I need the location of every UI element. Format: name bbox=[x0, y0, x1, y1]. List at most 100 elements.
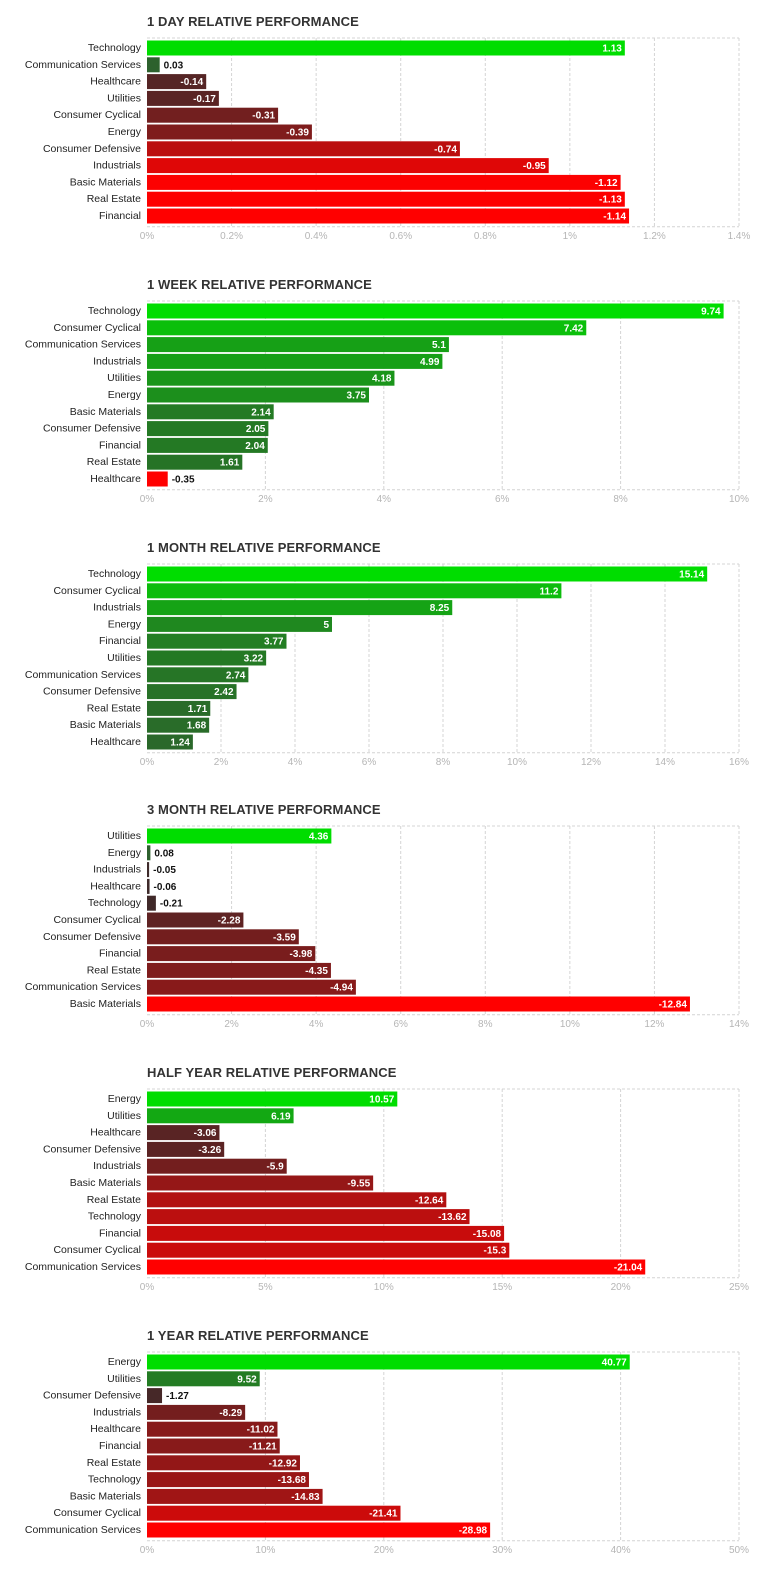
bar[interactable] bbox=[147, 1522, 491, 1538]
data-label: -1.13 bbox=[599, 195, 622, 206]
category-label: Communication Services bbox=[25, 339, 141, 351]
x-tick-label: 8% bbox=[478, 1019, 493, 1030]
category-label: Consumer Defensive bbox=[43, 931, 141, 943]
bar[interactable] bbox=[147, 895, 156, 911]
bar[interactable] bbox=[147, 337, 449, 353]
x-tick-label: 15% bbox=[492, 1282, 512, 1293]
data-label: -0.06 bbox=[154, 882, 177, 893]
category-label: Healthcare bbox=[90, 1423, 141, 1435]
bar[interactable] bbox=[147, 1141, 225, 1157]
bar[interactable] bbox=[147, 454, 243, 470]
bar[interactable] bbox=[147, 946, 316, 962]
bar[interactable] bbox=[147, 1192, 447, 1208]
bar[interactable] bbox=[147, 141, 460, 157]
bar[interactable] bbox=[147, 1125, 220, 1141]
bar[interactable] bbox=[147, 1259, 646, 1275]
bar[interactable] bbox=[147, 174, 621, 190]
bar[interactable] bbox=[147, 404, 274, 420]
bar[interactable] bbox=[147, 387, 369, 403]
bar[interactable] bbox=[147, 912, 244, 928]
bar[interactable] bbox=[147, 700, 211, 716]
bar[interactable] bbox=[147, 320, 587, 336]
category-label: Real Estate bbox=[87, 964, 141, 976]
bar[interactable] bbox=[147, 370, 395, 386]
bar[interactable] bbox=[147, 1421, 278, 1437]
bar[interactable] bbox=[147, 1438, 280, 1454]
bar[interactable] bbox=[147, 437, 268, 453]
bar[interactable] bbox=[147, 1505, 401, 1521]
chart-1-day: 0% 0.2% 0.4% 0.6% 0.8% 1% 1.2% 1.4% Technology 1.… bbox=[25, 37, 751, 242]
category-label: Communication Services bbox=[25, 981, 141, 993]
category-label: Energy bbox=[108, 847, 142, 859]
bar[interactable] bbox=[147, 1404, 246, 1420]
bar[interactable] bbox=[147, 303, 724, 319]
bar[interactable] bbox=[147, 1108, 294, 1124]
bar[interactable] bbox=[147, 566, 708, 582]
data-label: -2.28 bbox=[218, 916, 241, 927]
bar[interactable] bbox=[147, 1175, 374, 1191]
bar[interactable] bbox=[147, 57, 160, 73]
chart-half-year: 0% 5% 10% 15% 20% 25% Energy 10.57 Utilities 6.19… bbox=[25, 1088, 749, 1293]
x-tick-label: 40% bbox=[611, 1545, 631, 1556]
bar[interactable] bbox=[147, 734, 193, 750]
x-tick-label: 1.2% bbox=[643, 231, 666, 242]
bar[interactable] bbox=[147, 1209, 470, 1225]
data-label: -0.74 bbox=[434, 144, 457, 155]
bar[interactable] bbox=[147, 40, 625, 56]
x-tick-label: 20% bbox=[374, 1545, 394, 1556]
data-label: -14.83 bbox=[291, 1492, 320, 1503]
bar[interactable] bbox=[147, 616, 332, 632]
bar[interactable] bbox=[147, 1388, 163, 1404]
bar[interactable] bbox=[147, 158, 549, 174]
data-label: -12.64 bbox=[415, 1195, 444, 1206]
bar[interactable] bbox=[147, 845, 151, 861]
bar[interactable] bbox=[147, 862, 150, 878]
bar[interactable] bbox=[147, 583, 562, 599]
x-tick-label: 0.8% bbox=[474, 231, 497, 242]
data-label: -0.39 bbox=[286, 128, 309, 139]
bar[interactable] bbox=[147, 1455, 300, 1471]
bar[interactable] bbox=[147, 471, 168, 487]
chart-3-month: 0% 2% 4% 6% 8% 10% 12% 14% Utilities 4.36 Energy 0.… bbox=[25, 825, 749, 1030]
bar[interactable] bbox=[147, 633, 287, 649]
data-label: -11.21 bbox=[249, 1442, 277, 1453]
data-label: -13.62 bbox=[438, 1212, 467, 1223]
bar[interactable] bbox=[147, 996, 690, 1012]
x-tick-label: 2% bbox=[224, 1019, 239, 1030]
bar[interactable] bbox=[147, 74, 207, 90]
bar[interactable] bbox=[147, 208, 630, 224]
bar[interactable] bbox=[147, 421, 269, 437]
bar[interactable] bbox=[147, 1488, 323, 1504]
category-label: Basic Materials bbox=[70, 998, 141, 1010]
bar[interactable] bbox=[147, 717, 210, 733]
bar[interactable] bbox=[147, 1225, 505, 1241]
x-tick-label: 1% bbox=[563, 231, 578, 242]
bar[interactable] bbox=[147, 1158, 287, 1174]
bar[interactable] bbox=[147, 650, 267, 666]
category-label: Financial bbox=[99, 635, 141, 647]
bar[interactable] bbox=[147, 107, 279, 123]
bar[interactable] bbox=[147, 353, 443, 369]
category-label: Financial bbox=[99, 1227, 141, 1239]
bar[interactable] bbox=[147, 1472, 309, 1488]
bar[interactable] bbox=[147, 124, 312, 140]
data-label: -0.31 bbox=[252, 111, 275, 122]
category-label: Energy bbox=[108, 126, 142, 138]
bar[interactable] bbox=[147, 962, 331, 978]
bar[interactable] bbox=[147, 1091, 398, 1107]
bar[interactable] bbox=[147, 929, 299, 945]
bar[interactable] bbox=[147, 191, 625, 207]
bar[interactable] bbox=[147, 667, 249, 683]
bar[interactable] bbox=[147, 1354, 630, 1370]
bar[interactable] bbox=[147, 600, 453, 616]
bar[interactable] bbox=[147, 878, 150, 894]
bar[interactable] bbox=[147, 90, 219, 106]
data-label: 4.99 bbox=[420, 357, 440, 368]
data-label: -4.35 bbox=[305, 966, 328, 977]
bar[interactable] bbox=[147, 979, 356, 995]
bar[interactable] bbox=[147, 828, 332, 844]
bar[interactable] bbox=[147, 1371, 260, 1387]
data-label: 3.77 bbox=[264, 637, 284, 648]
bar[interactable] bbox=[147, 684, 237, 700]
bar[interactable] bbox=[147, 1242, 510, 1258]
